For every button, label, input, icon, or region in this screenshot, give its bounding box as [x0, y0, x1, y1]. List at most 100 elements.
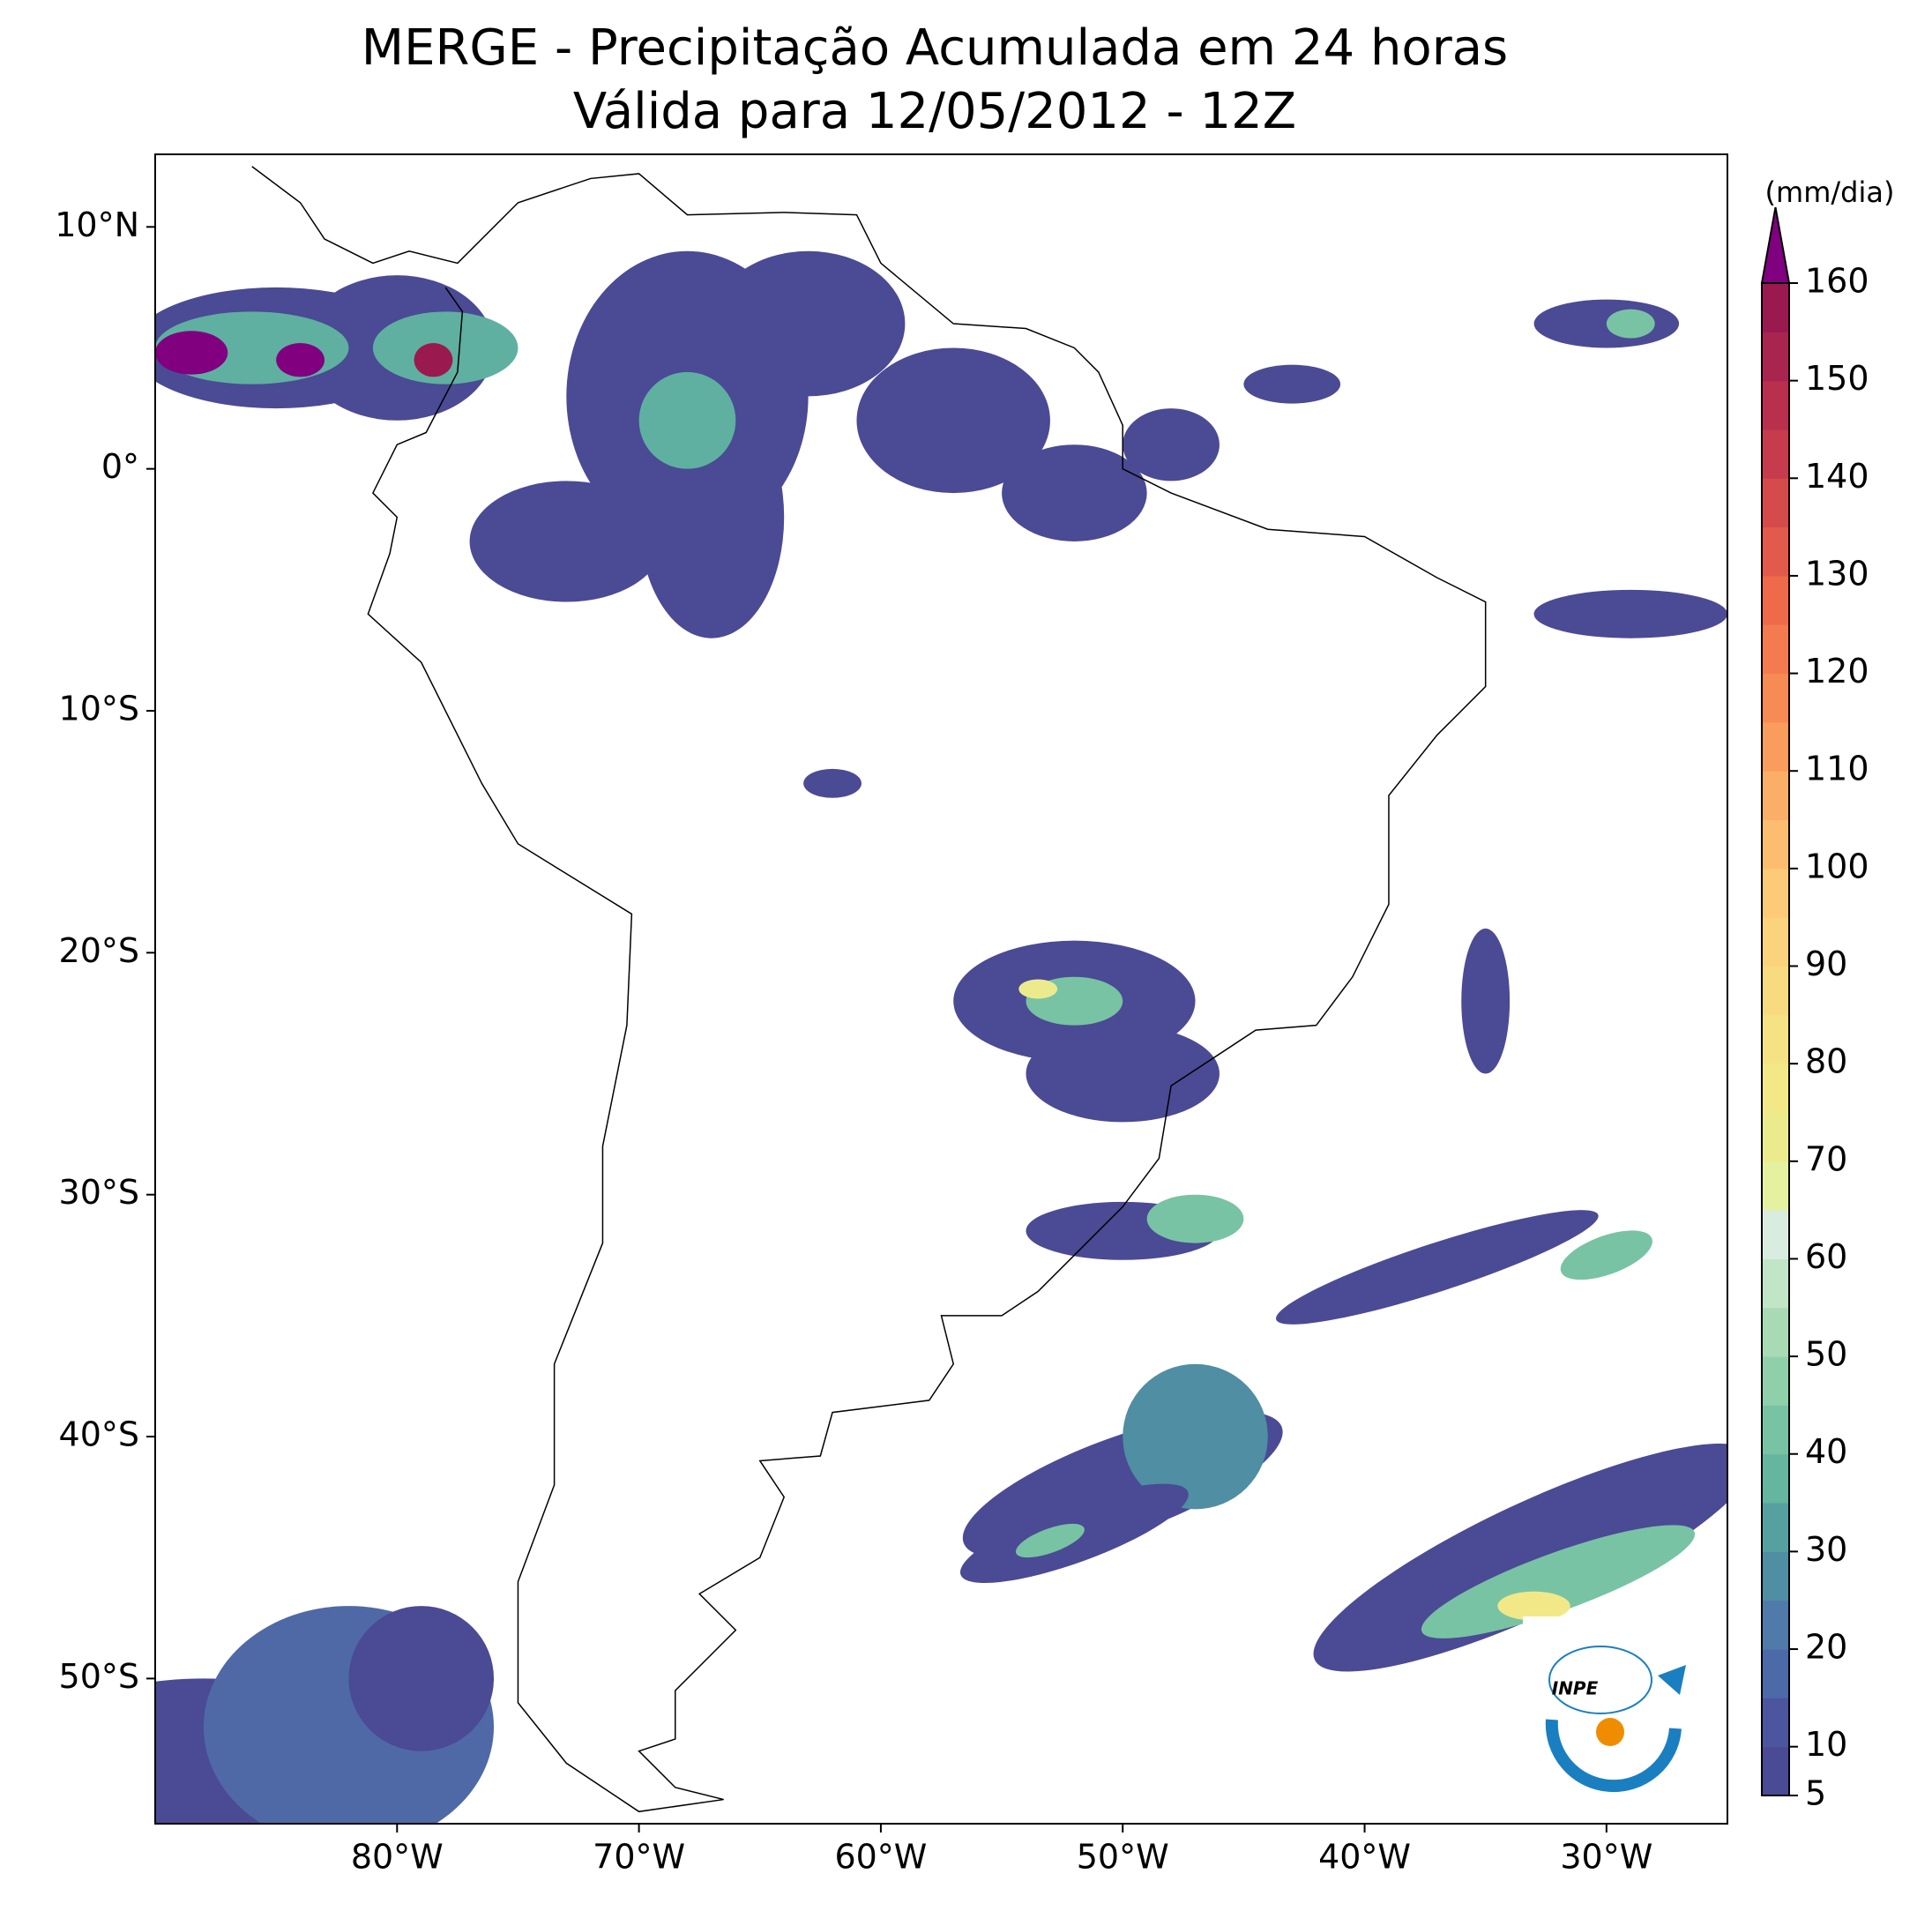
colorbar-tick-label: 60 [1805, 1237, 1847, 1276]
y-tick-label: 30°S [59, 1173, 139, 1212]
precipitation [155, 250, 1727, 1824]
colorbar-tick-label: 5 [1805, 1774, 1826, 1813]
colorbar-band [1762, 1161, 1789, 1211]
colorbar-band [1762, 819, 1789, 870]
rain-area [1313, 1443, 1727, 1672]
x-tick-label: 80°W [351, 1838, 444, 1877]
colorbar-band [1762, 1307, 1789, 1357]
colorbar-label: (mm/dia) [1765, 175, 1895, 209]
colorbar-band [1762, 966, 1789, 1016]
continent-outline [251, 166, 1487, 1813]
logo-sun [1596, 1718, 1624, 1746]
rain-area [1146, 1194, 1244, 1243]
rain-area [856, 347, 1050, 494]
rain-area [803, 768, 862, 798]
colorbar-band [1762, 1064, 1789, 1113]
colorbar-band [1762, 721, 1789, 772]
y-tick-label: 40°S [59, 1415, 139, 1454]
colorbar-tick-label: 160 [1805, 262, 1869, 301]
rain-area [1461, 928, 1511, 1074]
rain-area [1015, 1523, 1085, 1558]
colorbar-band [1762, 332, 1789, 382]
rain-area [1533, 299, 1680, 348]
rain-area [1002, 444, 1147, 541]
colorbar-band [1762, 1649, 1789, 1698]
title-line: MERGE - Precipitação Acumulada em 24 hor… [362, 19, 1508, 77]
rain-area [1421, 1525, 1696, 1639]
colorbar-band [1762, 1698, 1789, 1748]
x-tick-label: 70°W [593, 1838, 685, 1877]
colorbar-band [1762, 1356, 1789, 1406]
colorbar-tick-label: 130 [1805, 554, 1869, 593]
colorbar-band [1762, 1453, 1789, 1504]
colorbar-band [1762, 429, 1789, 479]
rain-area [1243, 364, 1341, 404]
colorbar-band [1762, 673, 1789, 723]
rain-area [1533, 589, 1727, 638]
x-tick-label: 30°W [1560, 1838, 1652, 1877]
x-tick-label: 60°W [834, 1838, 927, 1877]
colorbar-band [1762, 771, 1789, 821]
rain-area [414, 342, 453, 377]
logo-text: INPE [1552, 1678, 1599, 1699]
rain-area [711, 250, 906, 397]
logo-orbit [1548, 1646, 1652, 1714]
colorbar-band [1762, 624, 1789, 675]
map-frame [154, 153, 1728, 1825]
logo-arrow [1658, 1665, 1686, 1695]
colorbar-band [1762, 526, 1789, 577]
colorbar-band [1762, 1405, 1789, 1455]
colorbar-tick-label: 40 [1805, 1432, 1847, 1471]
x-tick-label: 40°W [1318, 1838, 1411, 1877]
rain-area [1026, 1025, 1220, 1123]
rain-area [1123, 408, 1220, 481]
colorbar-band [1762, 283, 1789, 332]
colorbar-tick-label: 100 [1805, 847, 1869, 885]
colorbar-band [1762, 1551, 1789, 1601]
colorbar-tick-label: 30 [1805, 1530, 1847, 1569]
colorbar-band [1762, 1746, 1789, 1796]
colorbar-tick-label: 10 [1805, 1725, 1847, 1764]
rain-area [155, 331, 228, 375]
rain-area [1497, 1591, 1570, 1621]
y-tick-label: 10°N [55, 205, 139, 244]
colorbar-band [1762, 380, 1789, 430]
colorbar-band [1762, 1210, 1789, 1259]
colorbar-band [1762, 478, 1789, 528]
colorbar-tick-label: 150 [1805, 359, 1869, 398]
y-tick-label: 10°S [59, 690, 139, 728]
colorbar-tick-label: 120 [1805, 652, 1869, 690]
colorbar-tick-label: 20 [1805, 1628, 1847, 1667]
logo: INPE [1523, 1616, 1711, 1793]
colorbar-tick-label: 110 [1805, 750, 1869, 788]
colorbar-tick-label: 50 [1805, 1335, 1847, 1374]
rain-area [348, 1606, 495, 1751]
logo-box [1523, 1616, 1711, 1789]
rain-area [1560, 1230, 1652, 1280]
colorbar-extend [1760, 206, 1791, 284]
colorbar-band [1762, 1600, 1789, 1650]
colorbar-tick-label: 90 [1805, 944, 1847, 983]
coastline [251, 166, 1487, 1813]
rain-area [469, 481, 664, 602]
rain-area [1123, 1363, 1268, 1510]
colorbar-band [1762, 575, 1789, 625]
y-tick-label: 50°S [59, 1657, 139, 1696]
colorbar-frame [1761, 282, 1790, 1796]
colorbar-tick-label: 80 [1805, 1042, 1847, 1081]
rain-area [1018, 979, 1058, 999]
colorbar-tick-label: 140 [1805, 457, 1869, 496]
colorbar-band [1762, 917, 1789, 967]
y-tick-label: 20°S [59, 931, 139, 970]
rain-area [1276, 1210, 1599, 1325]
logo-arc [1545, 1719, 1682, 1793]
title-line: Válida para 12/05/2012 - 12Z [573, 83, 1296, 140]
colorbar-band [1762, 1014, 1789, 1064]
colorbar-band [1762, 868, 1789, 918]
colorbar: 5 10 20 30 40 50 60 70 80 90 100 110 120 130 140 150 160 [1760, 206, 1869, 1813]
colorbar-tick-label: 70 [1805, 1139, 1847, 1178]
rain-area [276, 342, 325, 377]
y-tick-label: 0° [101, 447, 139, 486]
colorbar-band [1762, 1503, 1789, 1552]
